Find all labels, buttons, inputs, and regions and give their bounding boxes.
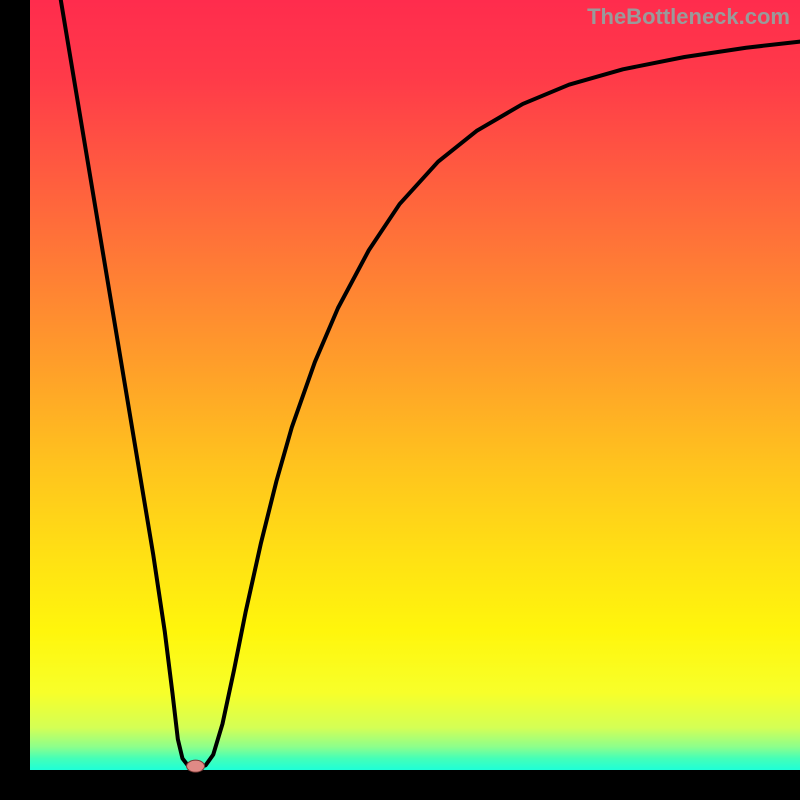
plot-svg bbox=[30, 0, 800, 770]
watermark-text: TheBottleneck.com bbox=[587, 4, 790, 30]
plot-area bbox=[30, 0, 800, 770]
gradient-background bbox=[30, 0, 800, 770]
optimal-point-marker bbox=[187, 760, 205, 772]
bottleneck-chart: TheBottleneck.com bbox=[0, 0, 800, 800]
